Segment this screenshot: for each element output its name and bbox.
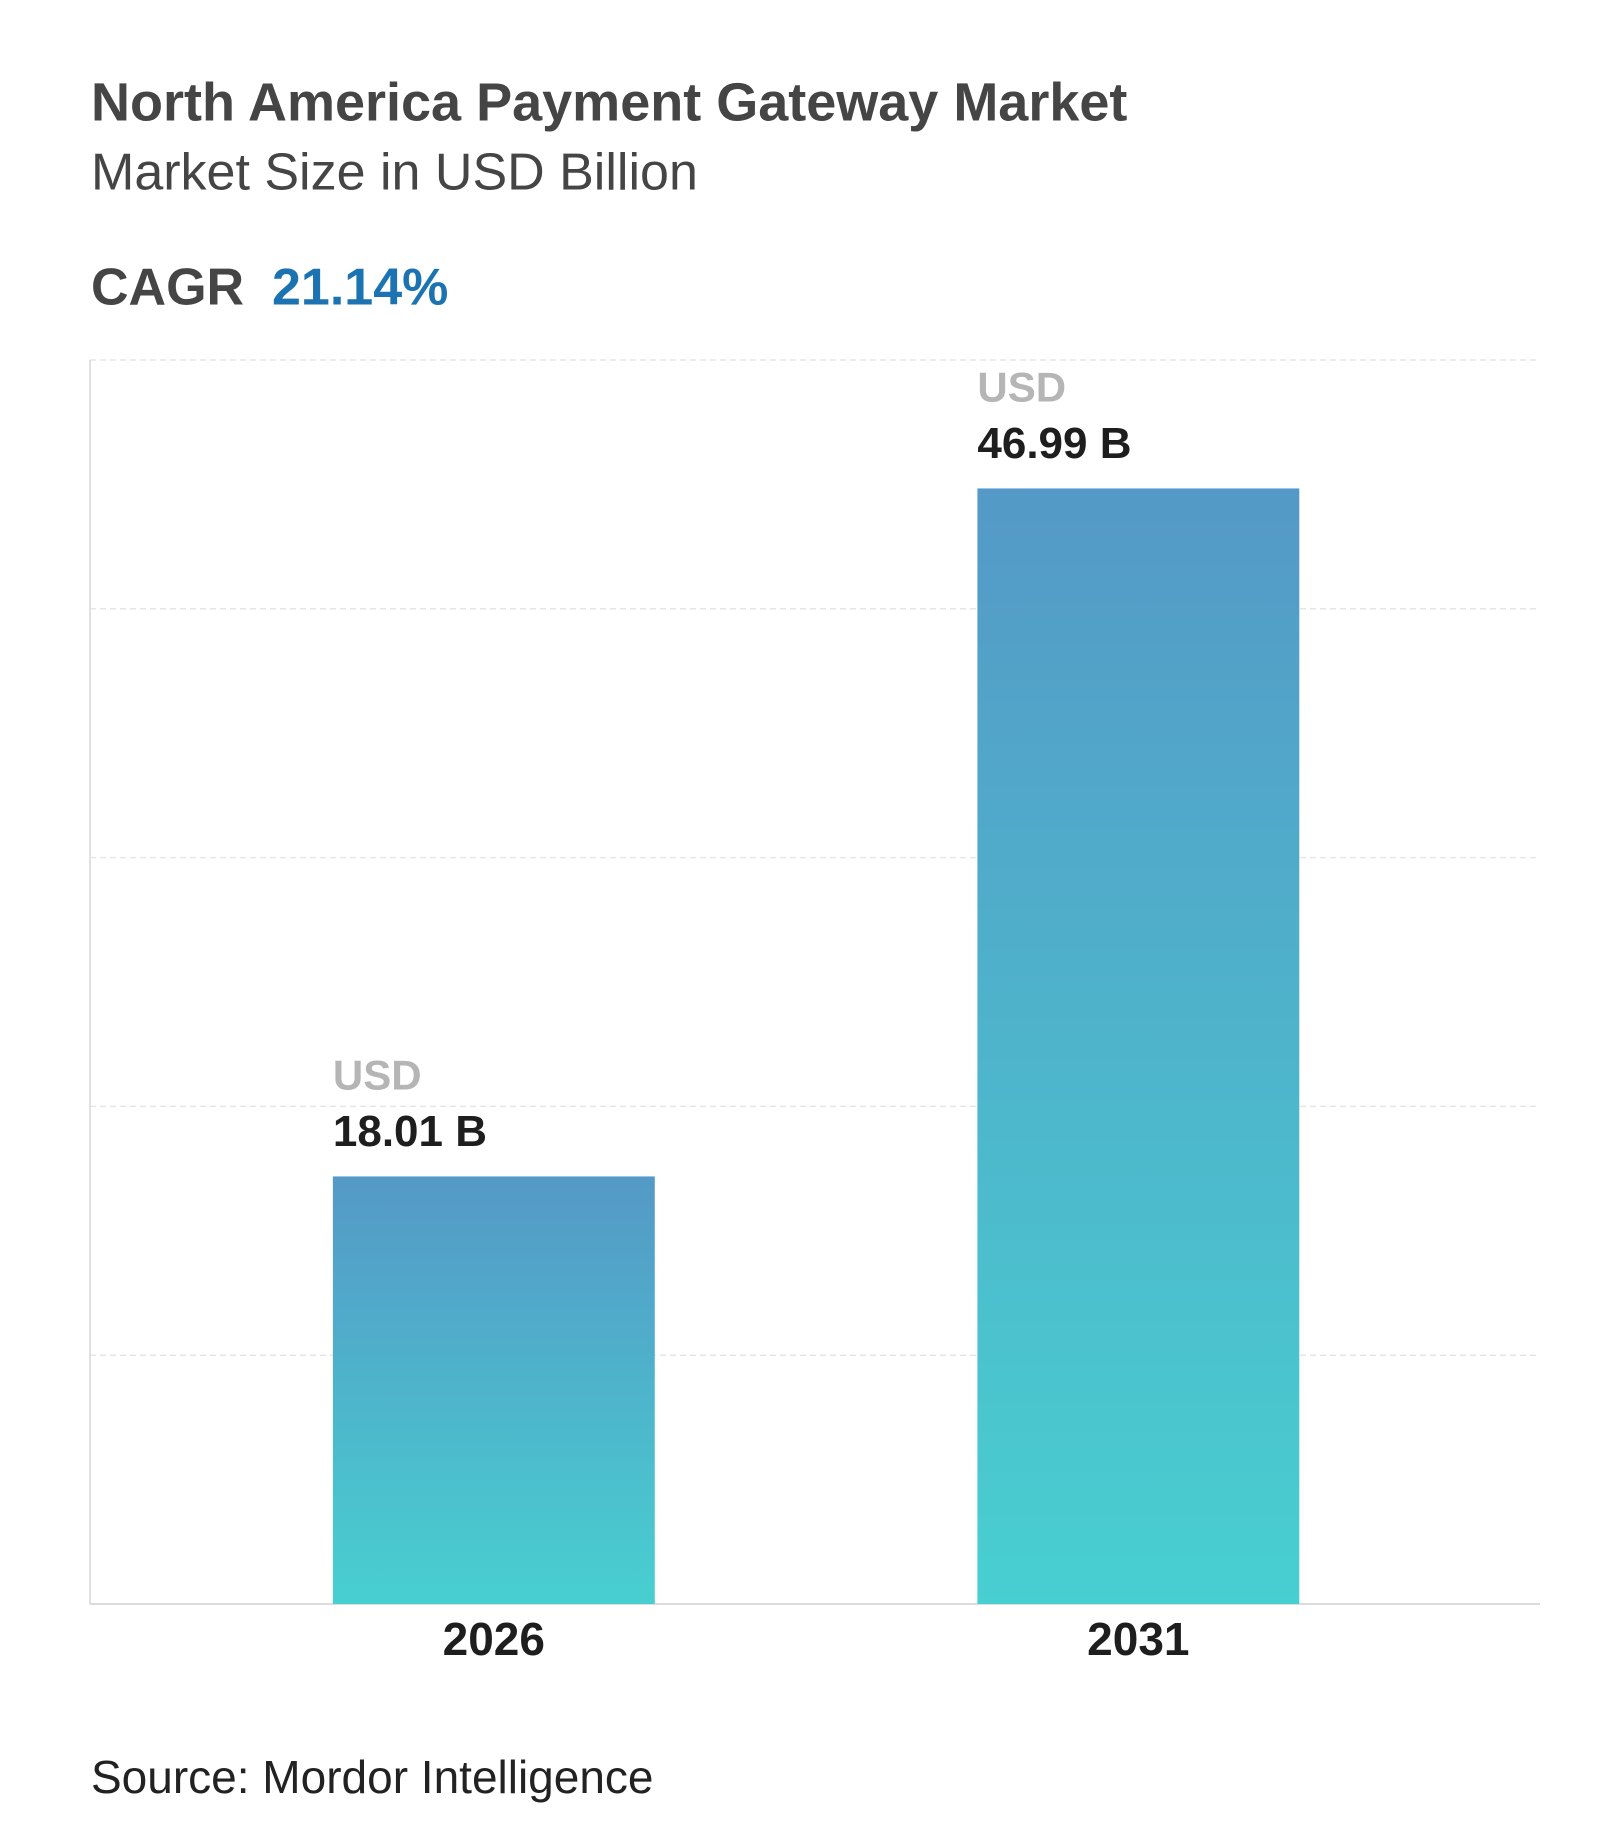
bar <box>977 488 1300 1604</box>
value-prefix: USD <box>333 1052 422 1099</box>
value-label: 46.99 B <box>977 419 1131 468</box>
chart-subtitle: Market Size in USD Billion <box>91 144 698 202</box>
x-tick-label: 2031 <box>1087 1613 1189 1665</box>
x-tick-label: 2026 <box>443 1613 545 1665</box>
bar <box>332 1176 655 1604</box>
value-prefix: USD <box>977 364 1066 411</box>
chart-title: North America Payment Gateway Market <box>91 72 1127 132</box>
source: Source: Mordor Intelligence <box>91 1751 654 1803</box>
value-label: 18.01 B <box>333 1107 487 1156</box>
cagr-label: CAGR <box>91 259 244 317</box>
cagr-value: 21.14% <box>272 259 448 317</box>
